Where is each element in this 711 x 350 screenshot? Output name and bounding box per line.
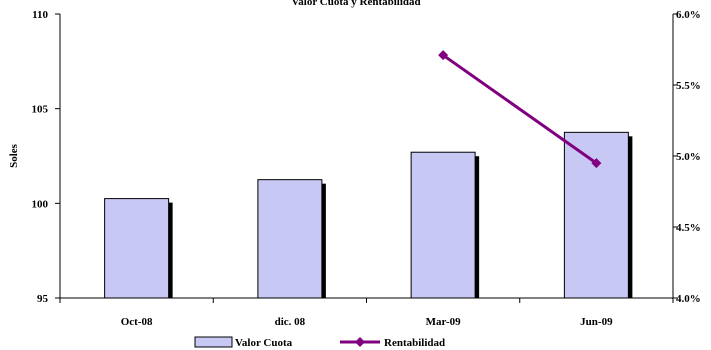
line-series bbox=[438, 50, 602, 169]
legend: Valor Cuota Rentabilidad bbox=[194, 336, 445, 349]
legend-marker-rentabilidad bbox=[355, 337, 365, 347]
bar-series bbox=[104, 131, 633, 299]
legend-label-rentabilidad: Rentabilidad bbox=[384, 337, 445, 349]
legend-label-valor-cuota: Valor Cuota bbox=[235, 337, 293, 349]
y-axis-title: Soles bbox=[8, 143, 20, 168]
rentabilidad-point bbox=[438, 50, 449, 61]
left-tick-label: 105 bbox=[32, 104, 49, 116]
left-axis-ticks: 95 100 105 110 bbox=[32, 9, 60, 305]
right-axis-ticks: 4.0% 4.5% 5.0% 5.5% 6.0% bbox=[673, 9, 701, 305]
bar bbox=[257, 179, 323, 299]
right-tick-label: 4.5% bbox=[676, 222, 701, 234]
right-tick-label: 4.0% bbox=[676, 293, 701, 305]
right-tick-label: 6.0% bbox=[676, 9, 701, 21]
left-tick-label: 95 bbox=[37, 293, 49, 305]
x-tick-label: Oct-08 bbox=[121, 316, 153, 328]
right-tick-label: 5.5% bbox=[676, 80, 701, 92]
x-tick-label: Jun-09 bbox=[580, 316, 613, 328]
chart-title: Valor Cuota y Rentabilidad bbox=[291, 0, 420, 8]
x-axis-ticks: Oct-08 dic. 08 Mar-09 Jun-09 bbox=[59, 298, 674, 328]
legend-item-rentabilidad: Rentabilidad bbox=[340, 337, 445, 349]
legend-swatch-valor-cuota bbox=[194, 336, 233, 348]
right-tick-label: 5.0% bbox=[676, 151, 701, 163]
x-tick-label: dic. 08 bbox=[275, 316, 306, 328]
x-tick-label: Mar-09 bbox=[426, 316, 462, 328]
left-tick-label: 110 bbox=[32, 9, 48, 21]
legend-item-valor-cuota: Valor Cuota bbox=[194, 336, 293, 349]
bar bbox=[104, 198, 170, 299]
bar bbox=[410, 151, 476, 299]
rentabilidad-point bbox=[591, 158, 602, 169]
left-tick-label: 100 bbox=[32, 198, 49, 210]
rentabilidad-line bbox=[442, 53, 598, 165]
bar bbox=[563, 131, 629, 299]
